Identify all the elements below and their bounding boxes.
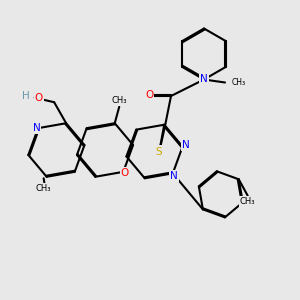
- Text: O: O: [145, 89, 153, 100]
- Text: CH₃: CH₃: [240, 197, 256, 206]
- Text: N: N: [33, 123, 41, 133]
- Text: CH₃: CH₃: [232, 78, 246, 87]
- Text: N: N: [200, 74, 208, 85]
- Text: O: O: [121, 168, 129, 178]
- Text: O: O: [34, 93, 43, 103]
- Text: S: S: [156, 146, 162, 157]
- Text: N: N: [170, 171, 178, 181]
- Text: CH₃: CH₃: [36, 184, 51, 193]
- Text: H: H: [22, 91, 30, 101]
- Text: N: N: [182, 140, 189, 150]
- Text: CH₃: CH₃: [112, 96, 127, 105]
